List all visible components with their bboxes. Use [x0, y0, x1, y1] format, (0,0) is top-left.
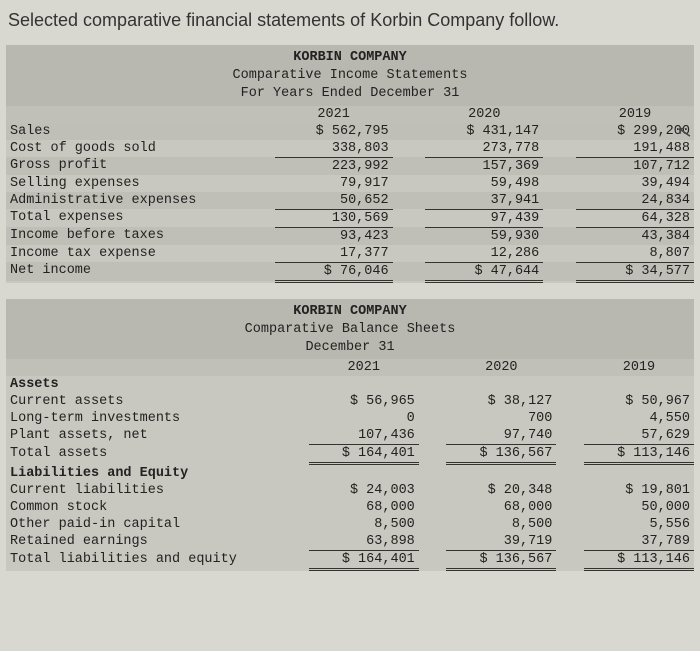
- cell-value: 64,328: [576, 209, 694, 227]
- cell-value: 12,286: [425, 245, 543, 263]
- cell-value: 37,941: [425, 192, 543, 210]
- section-header: Assets: [6, 376, 694, 393]
- cell-value: 107,436: [309, 427, 419, 445]
- row-label: Other paid-in capital: [6, 516, 281, 533]
- cell-value: 68,000: [309, 499, 419, 516]
- row-label: Total liabilities and equity: [6, 551, 281, 570]
- cell-value: 130,569: [275, 209, 393, 227]
- cell-value: 50,000: [584, 499, 694, 516]
- cell-value: $ 34,577: [576, 262, 694, 281]
- balance-title: Comparative Balance Sheets: [6, 321, 694, 339]
- cell-value: $ 19,801: [584, 482, 694, 499]
- year-header: 2021: [309, 359, 419, 376]
- cell-value: 57,629: [584, 427, 694, 445]
- cell-value: 5,556: [584, 516, 694, 533]
- balance-table: 2021 2020 2019AssetsCurrent assets $ 56,965…: [6, 359, 694, 571]
- cell-value: 8,500: [309, 516, 419, 533]
- row-label: Current assets: [6, 393, 281, 410]
- row-label: Total expenses: [6, 209, 242, 227]
- cell-value: 17,377: [275, 245, 393, 263]
- year-header-blank: [6, 106, 242, 123]
- balance-sheet: KORBIN COMPANY Comparative Balance Sheet…: [6, 299, 694, 572]
- row-label: Retained earnings: [6, 533, 281, 551]
- cell-value: $ 136,567: [446, 551, 556, 570]
- cell-value: 273,778: [425, 140, 543, 158]
- year-header-blank: [6, 359, 281, 376]
- cell-value: 79,917: [275, 175, 393, 192]
- cell-value: $ 50,967: [584, 393, 694, 410]
- row-label: Plant assets, net: [6, 427, 281, 445]
- row-label: Net income: [6, 262, 242, 281]
- income-company: KORBIN COMPANY: [6, 49, 694, 67]
- cell-value: 4,550: [584, 410, 694, 427]
- cell-value: 39,719: [446, 533, 556, 551]
- balance-period: December 31: [6, 339, 694, 357]
- cell-value: 63,898: [309, 533, 419, 551]
- balance-sheet-header: KORBIN COMPANY Comparative Balance Sheet…: [6, 299, 694, 360]
- cell-value: 97,439: [425, 209, 543, 227]
- row-label: Long-term investments: [6, 410, 281, 427]
- row-label: Sales: [6, 123, 242, 140]
- cell-value: $ 113,146: [584, 445, 694, 464]
- cell-value: $ 431,147: [425, 123, 543, 140]
- cell-value: 338,803: [275, 140, 393, 158]
- cell-value: 191,488: [576, 140, 694, 158]
- income-title: Comparative Income Statements: [6, 67, 694, 85]
- cell-value: 97,740: [446, 427, 556, 445]
- year-header: 2019: [584, 359, 694, 376]
- cell-value: $ 47,644: [425, 262, 543, 281]
- cell-value: $ 164,401: [309, 445, 419, 464]
- cell-value: 59,498: [425, 175, 543, 192]
- cell-value: $ 38,127: [446, 393, 556, 410]
- cell-value: 50,652: [275, 192, 393, 210]
- cell-value: $ 24,003: [309, 482, 419, 499]
- cell-value: 0: [309, 410, 419, 427]
- cursor-pointer-icon: ↖: [675, 121, 694, 144]
- cell-value: $ 164,401: [309, 551, 419, 570]
- row-label: Gross profit: [6, 157, 242, 175]
- row-label: Income tax expense: [6, 245, 242, 263]
- cell-value: $ 20,348: [446, 482, 556, 499]
- income-statement-header: KORBIN COMPANY Comparative Income Statem…: [6, 45, 694, 106]
- cell-value: 107,712: [576, 157, 694, 175]
- row-label: Current liabilities: [6, 482, 281, 499]
- cell-value: $ 56,965: [309, 393, 419, 410]
- row-label: Cost of goods sold: [6, 140, 242, 158]
- year-header: 2020: [425, 106, 543, 123]
- cell-value: $ 136,567: [446, 445, 556, 464]
- row-label: Income before taxes: [6, 227, 242, 245]
- cell-value: 59,930: [425, 227, 543, 245]
- year-header: 2020: [446, 359, 556, 376]
- cell-value: $ 113,146: [584, 551, 694, 570]
- cell-value: 8,807: [576, 245, 694, 263]
- cell-value: 43,384: [576, 227, 694, 245]
- income-table: 202120202019Sales$ 562,795$ 431,147$ 299…: [6, 106, 694, 283]
- income-statement: KORBIN COMPANY Comparative Income Statem…: [6, 45, 694, 283]
- page-title: Selected comparative financial statement…: [0, 0, 700, 45]
- cell-value: 68,000: [446, 499, 556, 516]
- cell-value: $ 562,795: [275, 123, 393, 140]
- row-label: Common stock: [6, 499, 281, 516]
- cell-value: 157,369: [425, 157, 543, 175]
- balance-company: KORBIN COMPANY: [6, 303, 694, 321]
- cell-value: 8,500: [446, 516, 556, 533]
- cell-value: 37,789: [584, 533, 694, 551]
- section-header: Liabilities and Equity: [6, 464, 694, 483]
- cell-value: $ 76,046: [275, 262, 393, 281]
- row-label: Total assets: [6, 445, 281, 464]
- cell-value: 39,494: [576, 175, 694, 192]
- cell-value: 223,992: [275, 157, 393, 175]
- row-label: Administrative expenses: [6, 192, 242, 210]
- year-header: 2021: [275, 106, 393, 123]
- income-period: For Years Ended December 31: [6, 85, 694, 103]
- row-label: Selling expenses: [6, 175, 242, 192]
- cell-value: 24,834: [576, 192, 694, 210]
- cell-value: 93,423: [275, 227, 393, 245]
- cell-value: 700: [446, 410, 556, 427]
- year-header: 2019: [576, 106, 694, 123]
